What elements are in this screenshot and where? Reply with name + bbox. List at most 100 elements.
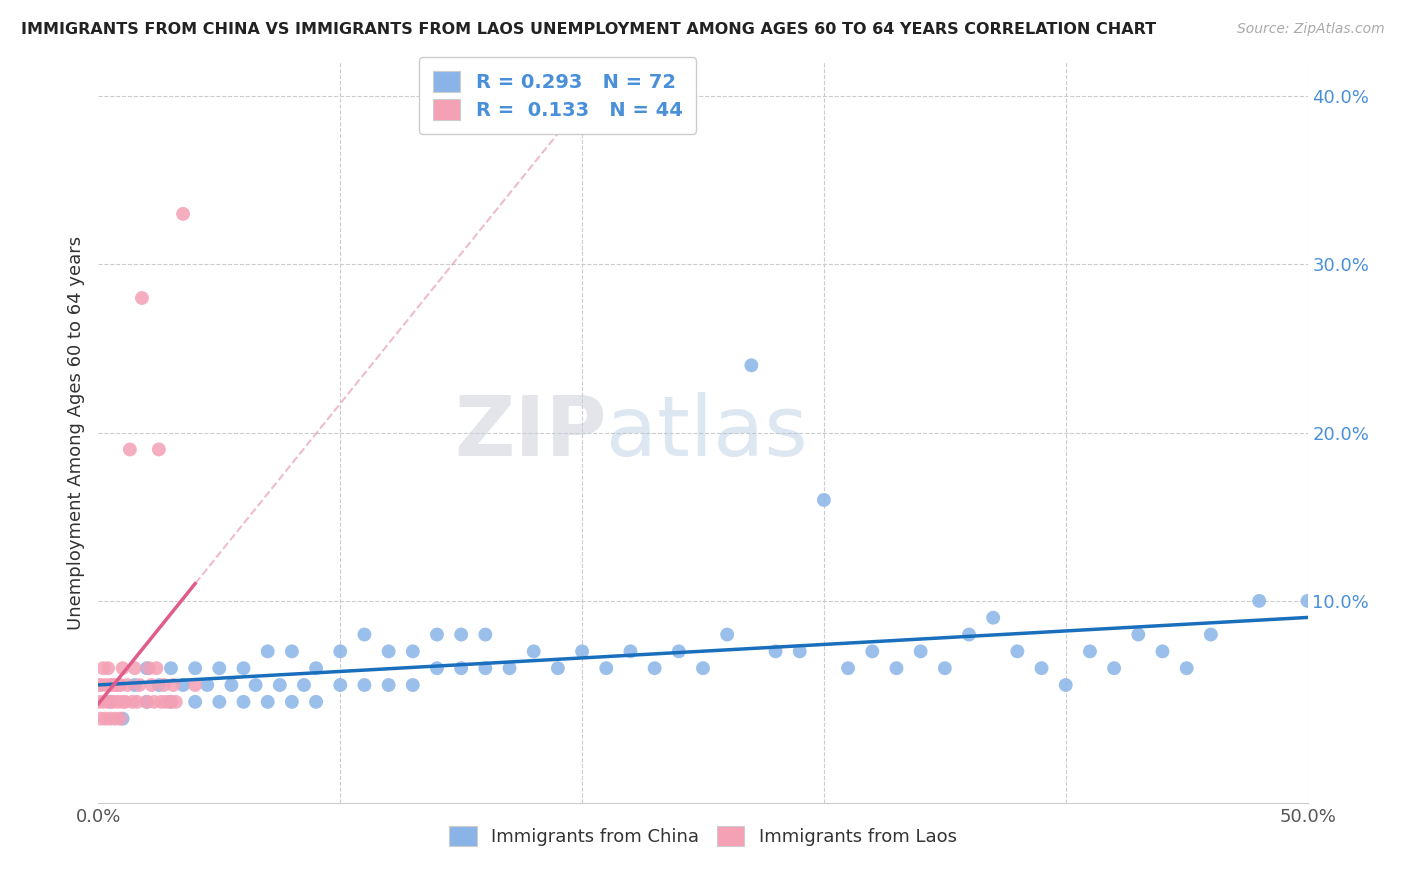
Point: [152, 678, 174, 692]
Point: [232, 695, 254, 709]
Point: [595, 661, 617, 675]
Point: [97, 695, 120, 709]
Point: [1102, 661, 1125, 675]
Point: [450, 627, 472, 641]
Point: [104, 678, 127, 692]
Point: [523, 644, 546, 658]
Point: [135, 695, 157, 709]
Point: [450, 661, 472, 675]
Point: [281, 695, 304, 709]
Point: [101, 695, 124, 709]
Point: [148, 442, 170, 457]
Point: [547, 661, 569, 675]
Point: [957, 627, 980, 641]
Point: [124, 661, 146, 675]
Point: [353, 627, 375, 641]
Point: [305, 661, 328, 675]
Point: [813, 492, 835, 507]
Point: [256, 695, 278, 709]
Point: [100, 678, 122, 692]
Point: [1078, 644, 1101, 658]
Point: [1175, 661, 1198, 675]
Point: [377, 644, 399, 658]
Point: [934, 661, 956, 675]
Point: [162, 678, 184, 692]
Point: [789, 644, 811, 658]
Point: [474, 627, 496, 641]
Point: [571, 644, 593, 658]
Point: [124, 678, 146, 692]
Point: [108, 712, 131, 726]
Point: [114, 695, 136, 709]
Point: [232, 661, 254, 675]
Point: [269, 678, 291, 692]
Point: [118, 442, 141, 457]
Point: [135, 661, 157, 675]
Point: [292, 678, 315, 692]
Point: [135, 695, 157, 709]
Point: [716, 627, 738, 641]
Point: [1054, 678, 1077, 692]
Point: [143, 695, 166, 709]
Point: [165, 695, 187, 709]
Point: [150, 695, 173, 709]
Point: [111, 712, 134, 726]
Point: [619, 644, 641, 658]
Point: [426, 661, 449, 675]
Point: [155, 695, 177, 709]
Point: [121, 695, 143, 709]
Point: [107, 678, 129, 692]
Point: [305, 695, 328, 709]
Point: [100, 695, 122, 709]
Point: [128, 678, 150, 692]
Point: [221, 678, 243, 692]
Point: [94, 712, 117, 726]
Point: [138, 661, 160, 675]
Point: [1128, 627, 1150, 641]
Point: [131, 291, 153, 305]
Point: [111, 661, 134, 675]
Point: [353, 678, 375, 692]
Point: [101, 678, 124, 692]
Text: Source: ZipAtlas.com: Source: ZipAtlas.com: [1237, 22, 1385, 37]
Point: [172, 678, 194, 692]
Text: ZIP: ZIP: [454, 392, 606, 473]
Point: [1199, 627, 1222, 641]
Point: [127, 695, 149, 709]
Point: [184, 661, 207, 675]
Point: [474, 661, 496, 675]
Point: [160, 695, 183, 709]
Point: [981, 610, 1004, 624]
Legend: Immigrants from China, Immigrants from Laos: Immigrants from China, Immigrants from L…: [443, 819, 963, 853]
Point: [498, 661, 520, 675]
Point: [1152, 644, 1174, 658]
Point: [886, 661, 908, 675]
Point: [160, 661, 183, 675]
Point: [208, 695, 231, 709]
Point: [668, 644, 690, 658]
Point: [104, 712, 127, 726]
Point: [172, 207, 194, 221]
Point: [281, 644, 304, 658]
Point: [1031, 661, 1053, 675]
Point: [245, 678, 267, 692]
Point: [377, 678, 399, 692]
Point: [184, 678, 207, 692]
Point: [90, 678, 112, 692]
Point: [195, 678, 218, 692]
Point: [94, 678, 117, 692]
Point: [1007, 644, 1029, 658]
Text: IMMIGRANTS FROM CHINA VS IMMIGRANTS FROM LAOS UNEMPLOYMENT AMONG AGES 60 TO 64 Y: IMMIGRANTS FROM CHINA VS IMMIGRANTS FROM…: [21, 22, 1156, 37]
Point: [141, 678, 163, 692]
Point: [1296, 594, 1319, 608]
Point: [160, 695, 183, 709]
Point: [329, 644, 352, 658]
Point: [910, 644, 932, 658]
Point: [208, 661, 231, 675]
Point: [256, 644, 278, 658]
Point: [87, 695, 110, 709]
Point: [1249, 594, 1271, 608]
Point: [184, 695, 207, 709]
Point: [87, 678, 110, 692]
Point: [91, 695, 114, 709]
